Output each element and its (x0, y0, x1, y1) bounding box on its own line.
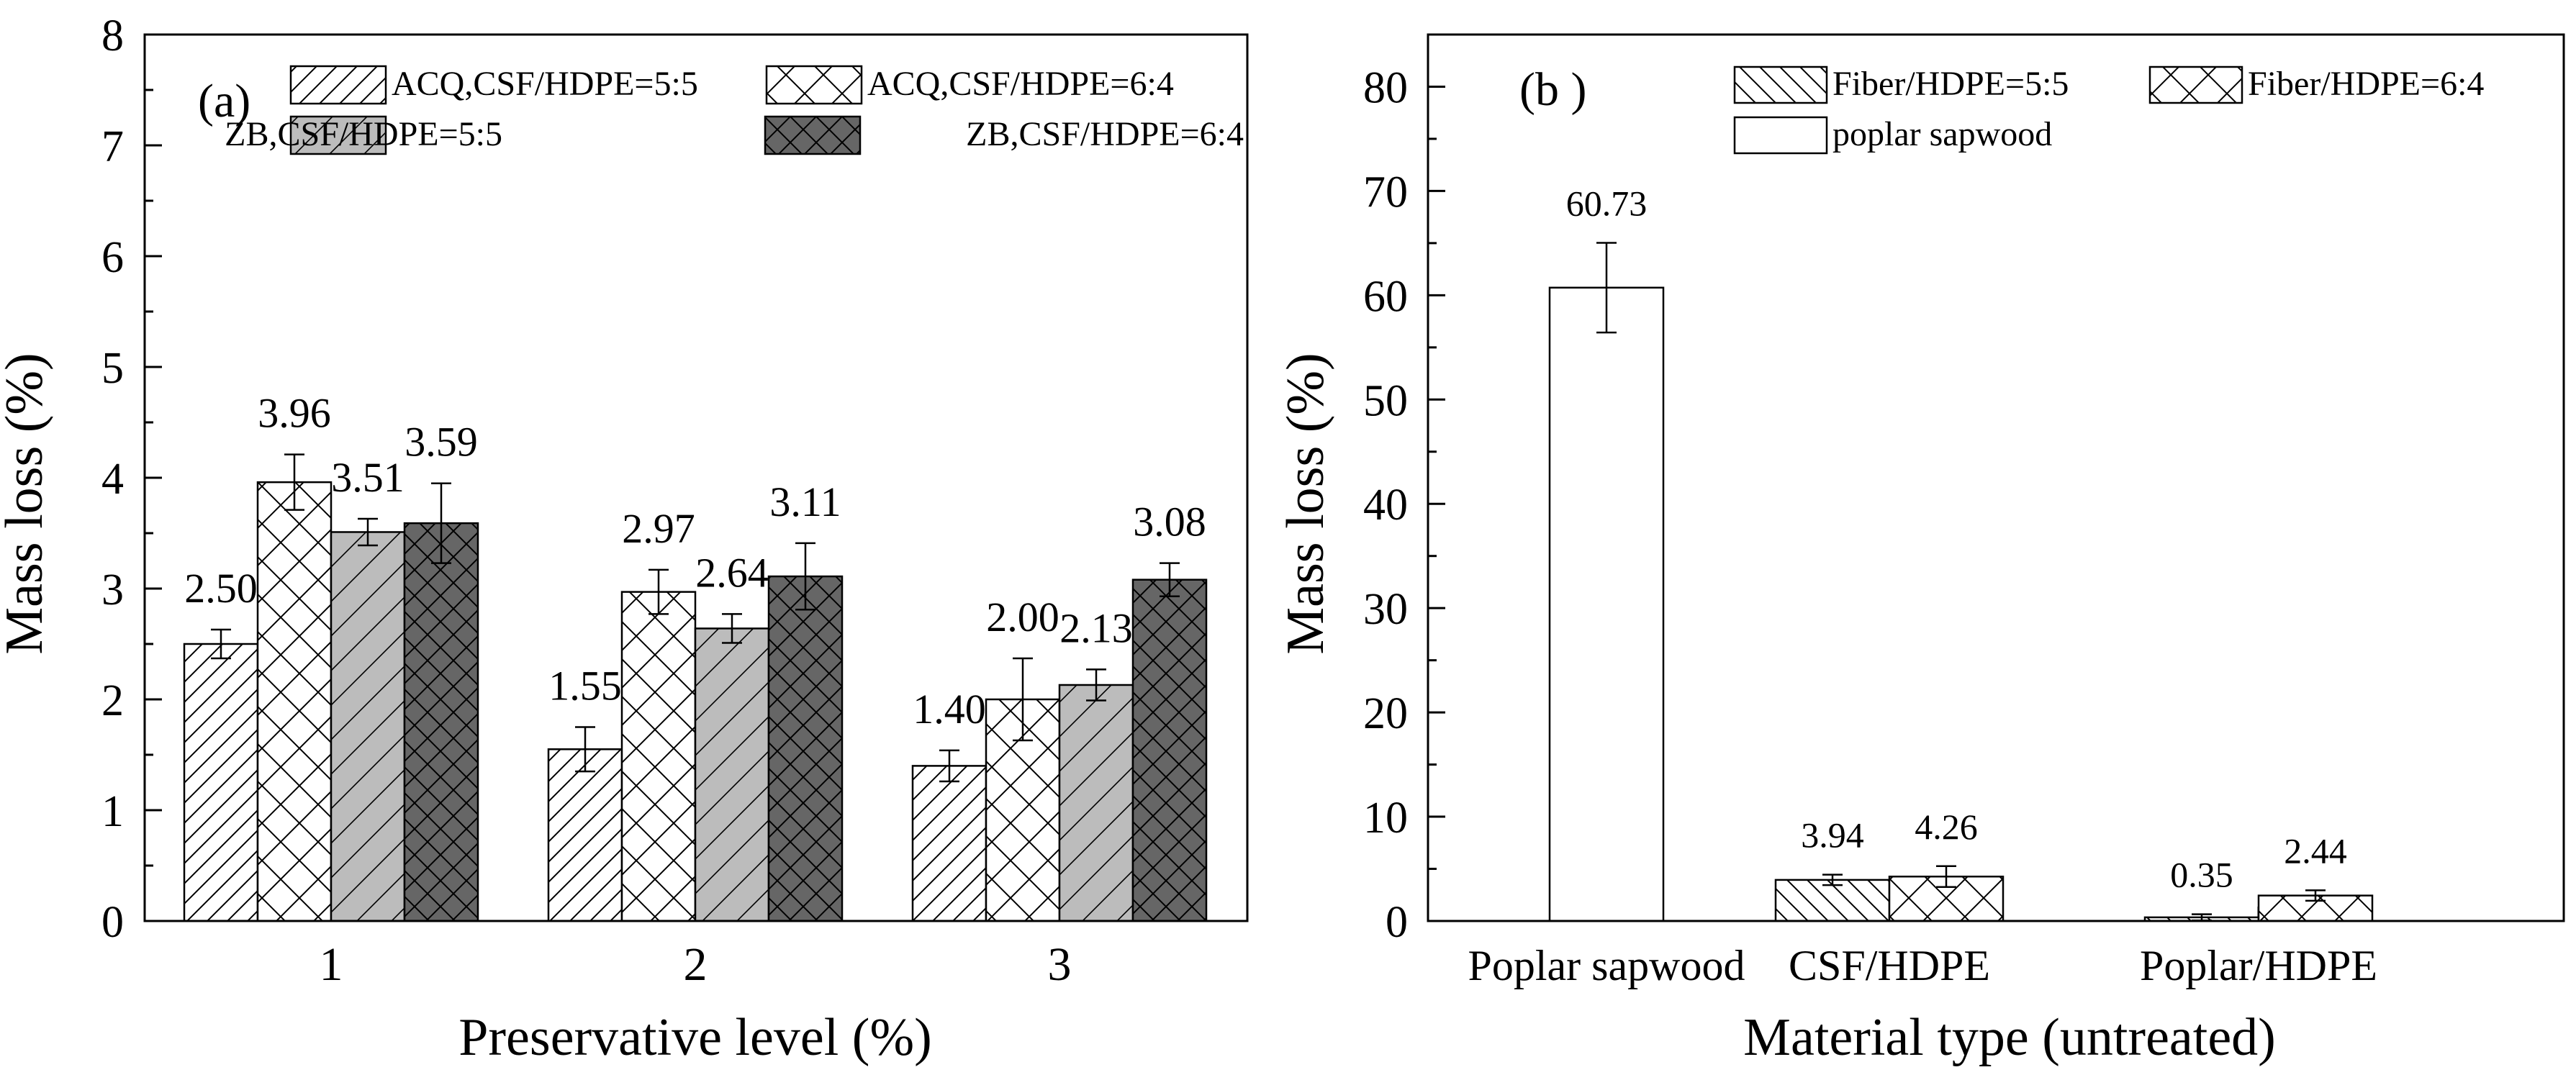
plot-frame-b (1427, 33, 2565, 922)
bar (620, 591, 697, 922)
y-tick-label: 50 (1363, 376, 1408, 425)
chart-panel-a: Mass loss (%) Preservative level (%) (a)… (0, 12, 1249, 1067)
panel-label-b: (b ) (1519, 63, 1586, 116)
legend-swatch (765, 65, 863, 105)
data-label: 2.50 (184, 565, 258, 612)
bar (256, 481, 333, 922)
x-tick-label: Poplar sapwood (1468, 942, 1745, 989)
bar (1774, 879, 1891, 922)
bar (1058, 684, 1134, 922)
y-tick-label: 70 (1363, 168, 1408, 217)
y-tick-label: 10 (1363, 794, 1408, 843)
legend-swatch (289, 65, 387, 105)
x-axis-title-a: Preservative level (%) (458, 1008, 931, 1067)
x-tick-label: 2 (684, 938, 708, 991)
y-tick-label: 4 (101, 455, 124, 504)
y-tick-label: 2 (101, 676, 124, 725)
bar (694, 627, 770, 922)
data-label: 2.00 (986, 594, 1059, 640)
bar (767, 575, 844, 922)
y-tick-label: 1 (101, 787, 124, 836)
data-label: 3.11 (769, 478, 841, 525)
x-axis-title-b: Material type (untreated) (1743, 1008, 2276, 1067)
legend-swatch (1733, 65, 1828, 104)
legend-swatch (1733, 116, 1828, 155)
data-label: 0.35 (2170, 855, 2233, 895)
y-tick-label: 6 (101, 233, 124, 282)
legend-b: Fiber/HDPE=5:5 Fiber/HDPE=6:4 poplar sapwo… (1733, 65, 2484, 155)
y-tick-label: 0 (101, 898, 124, 947)
bar (403, 522, 479, 922)
data-label: 60.73 (1566, 183, 1648, 223)
legend-swatch (764, 115, 862, 155)
y-tick-label: 40 (1363, 481, 1408, 530)
y-tick-label: 60 (1363, 272, 1408, 321)
data-label: 3.51 (331, 454, 405, 501)
x-tick-label: 3 (1048, 938, 1072, 991)
y-axis-title-a: Mass loss (%) (0, 353, 54, 654)
data-label: 3.94 (1801, 815, 1864, 856)
bar (330, 531, 406, 922)
bar (911, 765, 988, 922)
chart-panel-b: Mass loss (%) Material type (untreated) … (1276, 33, 2565, 1067)
legend-swatch (2148, 65, 2243, 104)
data-label: 1.40 (913, 686, 986, 732)
bar (183, 643, 259, 922)
data-label: 2.97 (622, 505, 695, 552)
legend-label: ZB,CSF/HDPE=5:5 (225, 115, 502, 153)
panel-label-a: (a) (198, 75, 250, 127)
legend-swatch (289, 115, 387, 155)
y-axis-title-b: Mass loss (%) (1276, 353, 1335, 654)
data-label: 2.44 (2284, 830, 2347, 871)
x-tick-label: 1 (320, 938, 343, 991)
bar (1131, 578, 1208, 922)
y-tick-label: 8 (101, 12, 124, 60)
data-label: 4.26 (1915, 807, 1978, 847)
data-label: 3.59 (405, 419, 478, 466)
legend-label: ZB,CSF/HDPE=6:4 (966, 115, 1244, 153)
legend-label: ACQ,CSF/HDPE=5:5 (392, 65, 698, 103)
data-label: 3.96 (258, 390, 331, 437)
y-tick-label: 7 (101, 122, 124, 171)
y-tick-label: 20 (1363, 689, 1408, 738)
x-tick-label: CSF/HDPE (1789, 942, 1990, 989)
data-label: 3.08 (1133, 499, 1206, 545)
bar (1548, 286, 1665, 922)
data-label: 2.13 (1059, 604, 1133, 651)
y-tick-label: 0 (1386, 898, 1408, 947)
x-tick-label: Poplar/HDPE (2140, 942, 2377, 989)
legend-a: ACQ,CSF/HDPE=5:5 ACQ,CSF/HDPE=6:4 ZB,CSF/H… (225, 65, 1244, 155)
bar (547, 748, 623, 922)
legend-label: poplar sapwood (1832, 115, 2052, 153)
y-tick-label: 5 (101, 344, 124, 393)
plot-frame-a (143, 33, 1249, 922)
data-label: 2.64 (695, 549, 769, 596)
legend-label: Fiber/HDPE=6:4 (2248, 65, 2484, 103)
legend-label: ACQ,CSF/HDPE=6:4 (867, 65, 1174, 103)
data-label: 1.55 (548, 663, 622, 709)
legend-label: Fiber/HDPE=5:5 (1832, 65, 2069, 103)
y-tick-label: 80 (1363, 63, 1408, 112)
y-tick-label: 30 (1363, 585, 1408, 634)
y-tick-label: 3 (101, 566, 124, 614)
